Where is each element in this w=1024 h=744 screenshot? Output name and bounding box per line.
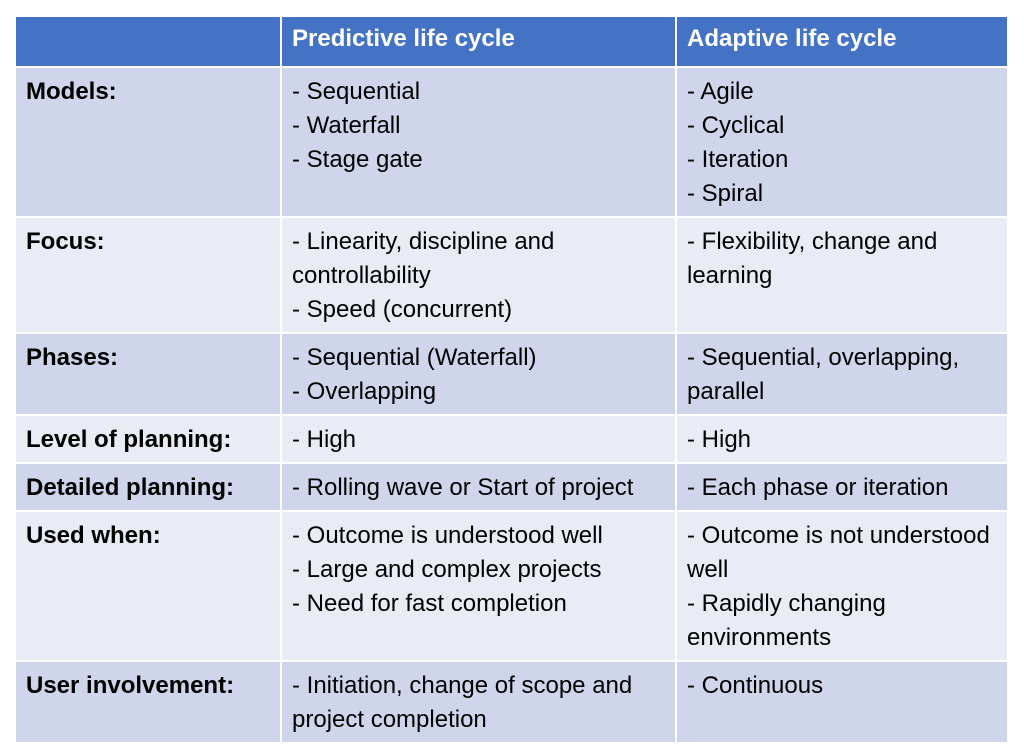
cell-line: - Continuous	[687, 672, 824, 699]
table-body: Models: - Sequential - Waterfall - Stage g…	[14, 66, 1009, 744]
cell-line: - Outcome is not understood well	[687, 522, 990, 583]
cell-line: - Sequential (Waterfall)	[292, 344, 537, 371]
adaptive-cell: - Flexibility, change and learning	[675, 216, 1009, 334]
adaptive-cell: - Continuous	[675, 660, 1009, 744]
table-row: Phases: - Sequential (Waterfall) - Overla…	[14, 332, 1009, 416]
cell-line: - Spiral	[687, 180, 764, 207]
table-row: Models: - Sequential - Waterfall - Stage g…	[14, 66, 1009, 218]
adaptive-cell: - Sequential, overlapping, parallel	[675, 332, 1009, 416]
predictive-cell: - High	[280, 414, 677, 464]
table-row: Focus: - Linearity, discipline and contr…	[14, 216, 1009, 334]
table-header: Predictive life cycle Adaptive life cycl…	[14, 15, 1009, 68]
cell-line: - Speed (concurrent)	[292, 296, 513, 323]
cell-line: - Rapidly changing environments	[687, 590, 886, 651]
row-label: Focus:	[14, 216, 282, 334]
cell-line: - Large and complex projects	[292, 556, 602, 583]
cell-line: - Initiation, change of scope and projec…	[292, 672, 633, 733]
cell-line: - High	[292, 426, 357, 453]
predictive-cell: - Sequential - Waterfall - Stage gate	[280, 66, 677, 218]
predictive-cell: - Outcome is understood well - Large and …	[280, 510, 677, 662]
adaptive-cell: - Outcome is not understood well - Rapidl…	[675, 510, 1009, 662]
row-label: Level of planning:	[14, 414, 282, 464]
cell-line: - Linearity, discipline and controllabil…	[292, 228, 555, 289]
header-cell-empty	[14, 15, 282, 68]
cell-line: - High	[687, 426, 752, 453]
row-label: User involvement:	[14, 660, 282, 744]
adaptive-cell: - Each phase or iteration	[675, 462, 1009, 512]
cell-line: - Stage gate	[292, 146, 423, 173]
table-row: Detailed planning: - Rolling wave or Sta…	[14, 462, 1009, 512]
predictive-cell: - Rolling wave or Start of project	[280, 462, 677, 512]
cell-line: - Sequential	[292, 78, 421, 105]
row-label: Phases:	[14, 332, 282, 416]
cell-line: - Overlapping	[292, 378, 437, 405]
predictive-cell: - Linearity, discipline and controllabil…	[280, 216, 677, 334]
cell-line: - Iteration	[687, 146, 789, 173]
table-row: Level of planning: - High - High	[14, 414, 1009, 464]
cell-line: - Rolling wave or Start of project	[292, 474, 634, 501]
predictive-cell: - Sequential (Waterfall) - Overlapping	[280, 332, 677, 416]
table-row: Used when: - Outcome is understood well -…	[14, 510, 1009, 662]
cell-line: - Sequential, overlapping, parallel	[687, 344, 960, 405]
cell-line: - Flexibility, change and learning	[687, 228, 938, 289]
cell-line: - Waterfall	[292, 112, 401, 139]
row-label: Detailed planning:	[14, 462, 282, 512]
cell-line: - Cyclical	[687, 112, 785, 139]
adaptive-cell: - High	[675, 414, 1009, 464]
header-row: Predictive life cycle Adaptive life cycl…	[14, 15, 1009, 68]
cell-line: - Each phase or iteration	[687, 474, 949, 501]
cell-line: - Agile	[687, 78, 754, 105]
row-label: Models:	[14, 66, 282, 218]
row-label: Used when:	[14, 510, 282, 662]
header-cell-predictive: Predictive life cycle	[280, 15, 677, 68]
cell-line: - Outcome is understood well	[292, 522, 603, 549]
adaptive-cell: - Agile - Cyclical - Iteration - Spiral	[675, 66, 1009, 218]
header-cell-adaptive: Adaptive life cycle	[675, 15, 1009, 68]
predictive-cell: - Initiation, change of scope and projec…	[280, 660, 677, 744]
cell-line: - Need for fast completion	[292, 590, 567, 617]
life-cycle-comparison-table: Predictive life cycle Adaptive life cycl…	[14, 15, 1009, 744]
table-row: User involvement: - Initiation, change o…	[14, 660, 1009, 744]
